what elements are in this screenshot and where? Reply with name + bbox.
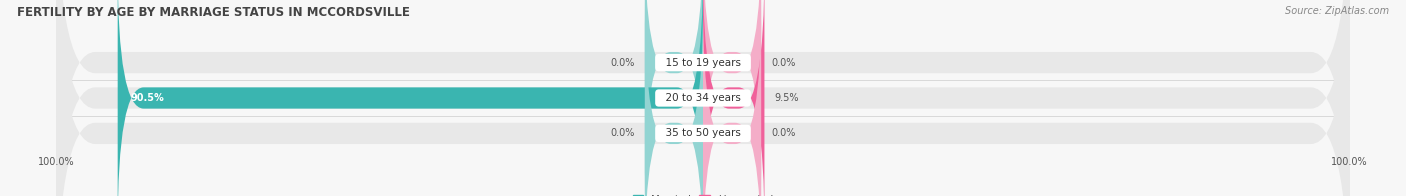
Text: 35 to 50 years: 35 to 50 years [659, 128, 747, 138]
FancyBboxPatch shape [645, 2, 703, 196]
Text: 0.0%: 0.0% [610, 128, 636, 138]
FancyBboxPatch shape [56, 0, 1350, 196]
FancyBboxPatch shape [645, 0, 703, 194]
Text: FERTILITY BY AGE BY MARRIAGE STATUS IN MCCORDSVILLE: FERTILITY BY AGE BY MARRIAGE STATUS IN M… [17, 6, 409, 19]
Text: 0.0%: 0.0% [770, 58, 796, 68]
FancyBboxPatch shape [118, 0, 703, 196]
FancyBboxPatch shape [56, 0, 1350, 196]
Text: 0.0%: 0.0% [610, 58, 636, 68]
Text: 15 to 19 years: 15 to 19 years [659, 58, 747, 68]
FancyBboxPatch shape [56, 0, 1350, 196]
Text: 20 to 34 years: 20 to 34 years [659, 93, 747, 103]
Text: 9.5%: 9.5% [775, 93, 799, 103]
Text: 0.0%: 0.0% [770, 128, 796, 138]
Text: 90.5%: 90.5% [131, 93, 165, 103]
Text: Source: ZipAtlas.com: Source: ZipAtlas.com [1285, 6, 1389, 16]
FancyBboxPatch shape [703, 0, 765, 196]
FancyBboxPatch shape [703, 2, 761, 196]
Legend: Married, Unmarried: Married, Unmarried [633, 195, 773, 196]
FancyBboxPatch shape [703, 0, 761, 194]
